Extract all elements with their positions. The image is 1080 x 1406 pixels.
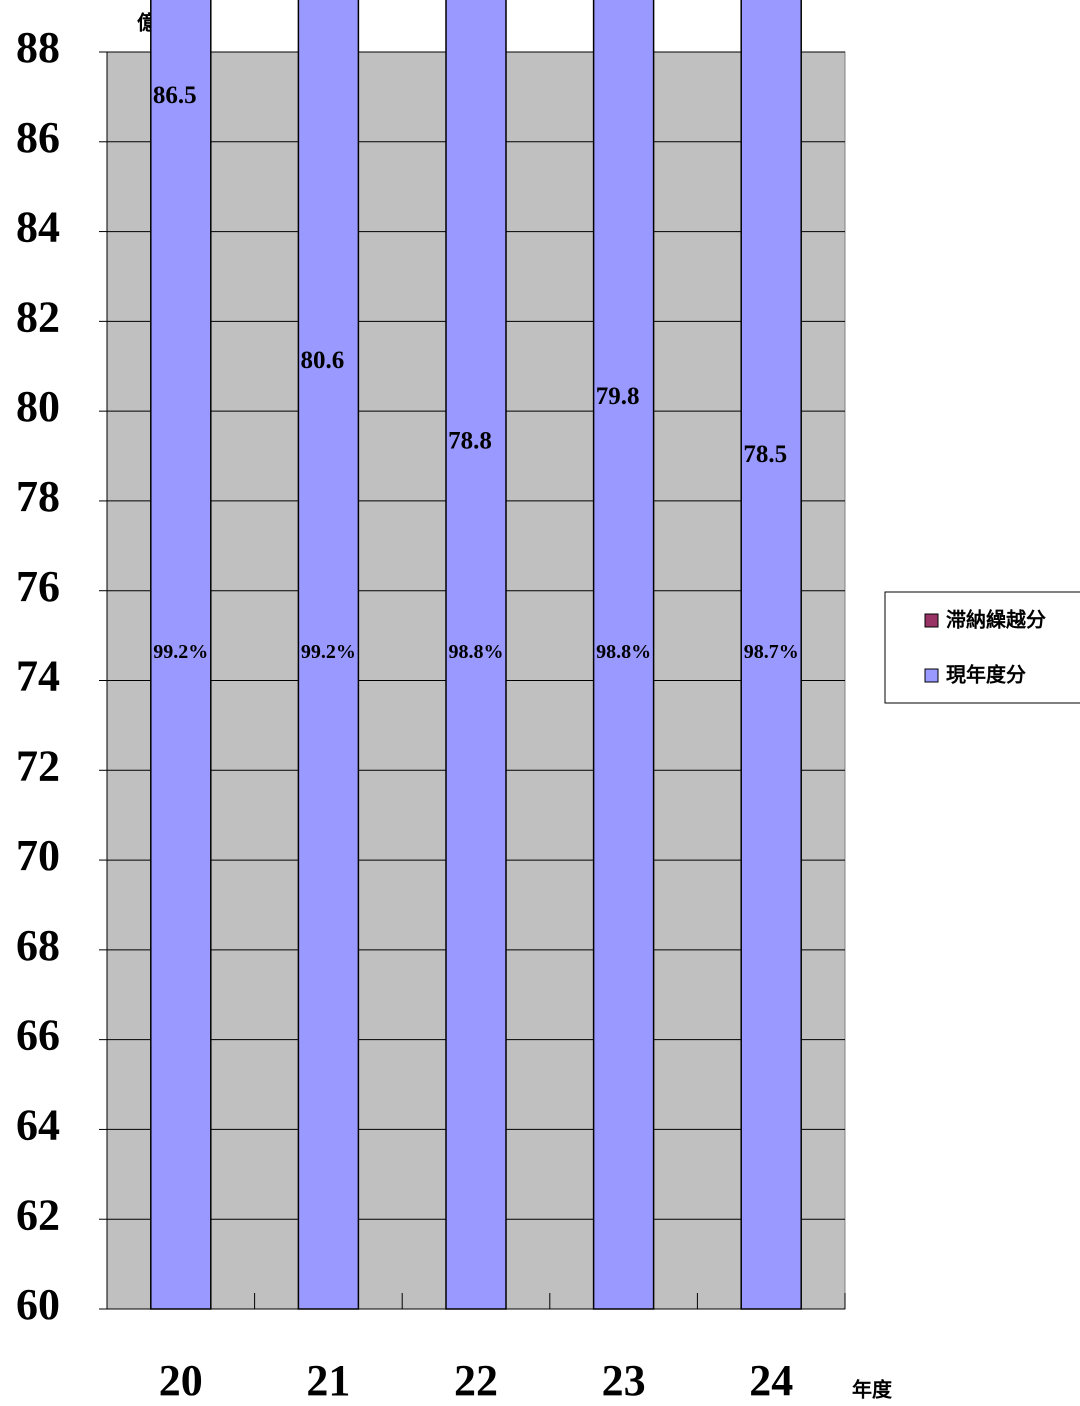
x-tick-label: 20 [159,1356,203,1405]
y-tick-label: 78 [16,472,60,521]
y-tick-label: 72 [16,741,60,790]
segment-label: 99.2% [301,641,356,663]
y-tick-label: 76 [16,562,60,611]
segment-label: 99.2% [153,641,208,663]
bar-segment [592,0,655,1310]
x-tick-label: 23 [602,1356,646,1405]
y-tick-label: 80 [16,382,60,431]
total-label: 78.5 [743,441,787,468]
y-tick-label: 86 [16,113,60,162]
total-label: 80.6 [301,347,345,374]
y-tick-label: 88 [16,23,60,72]
y-tick-label: 84 [16,203,60,252]
total-label: 86.5 [153,82,197,109]
total-label: 79.8 [596,383,640,410]
legend-label: 滞納繰越分 [946,608,1046,632]
segment-label: 98.8% [449,641,504,663]
x-axis-unit: 年度 [852,1378,893,1402]
y-tick-label: 68 [16,921,60,970]
bar-segment [297,0,360,1310]
bar-segment [150,0,212,1310]
legend-swatch [924,613,939,628]
x-tick-label: 22 [454,1356,498,1405]
y-tick-label: 70 [16,831,60,880]
y-tick-label: 66 [16,1011,60,1060]
y-tick-label: 74 [16,652,60,701]
legend-label: 現年度分 [946,663,1026,687]
x-tick-label: 24 [749,1356,793,1405]
bar-segment [445,0,507,1310]
y-tick-label: 62 [16,1190,60,1239]
y-tick-label: 82 [16,292,60,341]
y-tick-label: 64 [16,1101,60,1150]
legend-box [884,591,1080,704]
total-label: 78.8 [448,428,492,455]
bar-segment [740,0,802,1310]
y-tick-label: 60 [16,1280,60,1329]
segment-label: 98.8% [596,641,651,663]
legend-swatch [924,668,939,683]
segment-label: 98.7% [744,641,799,663]
x-tick-label: 21 [306,1356,350,1405]
